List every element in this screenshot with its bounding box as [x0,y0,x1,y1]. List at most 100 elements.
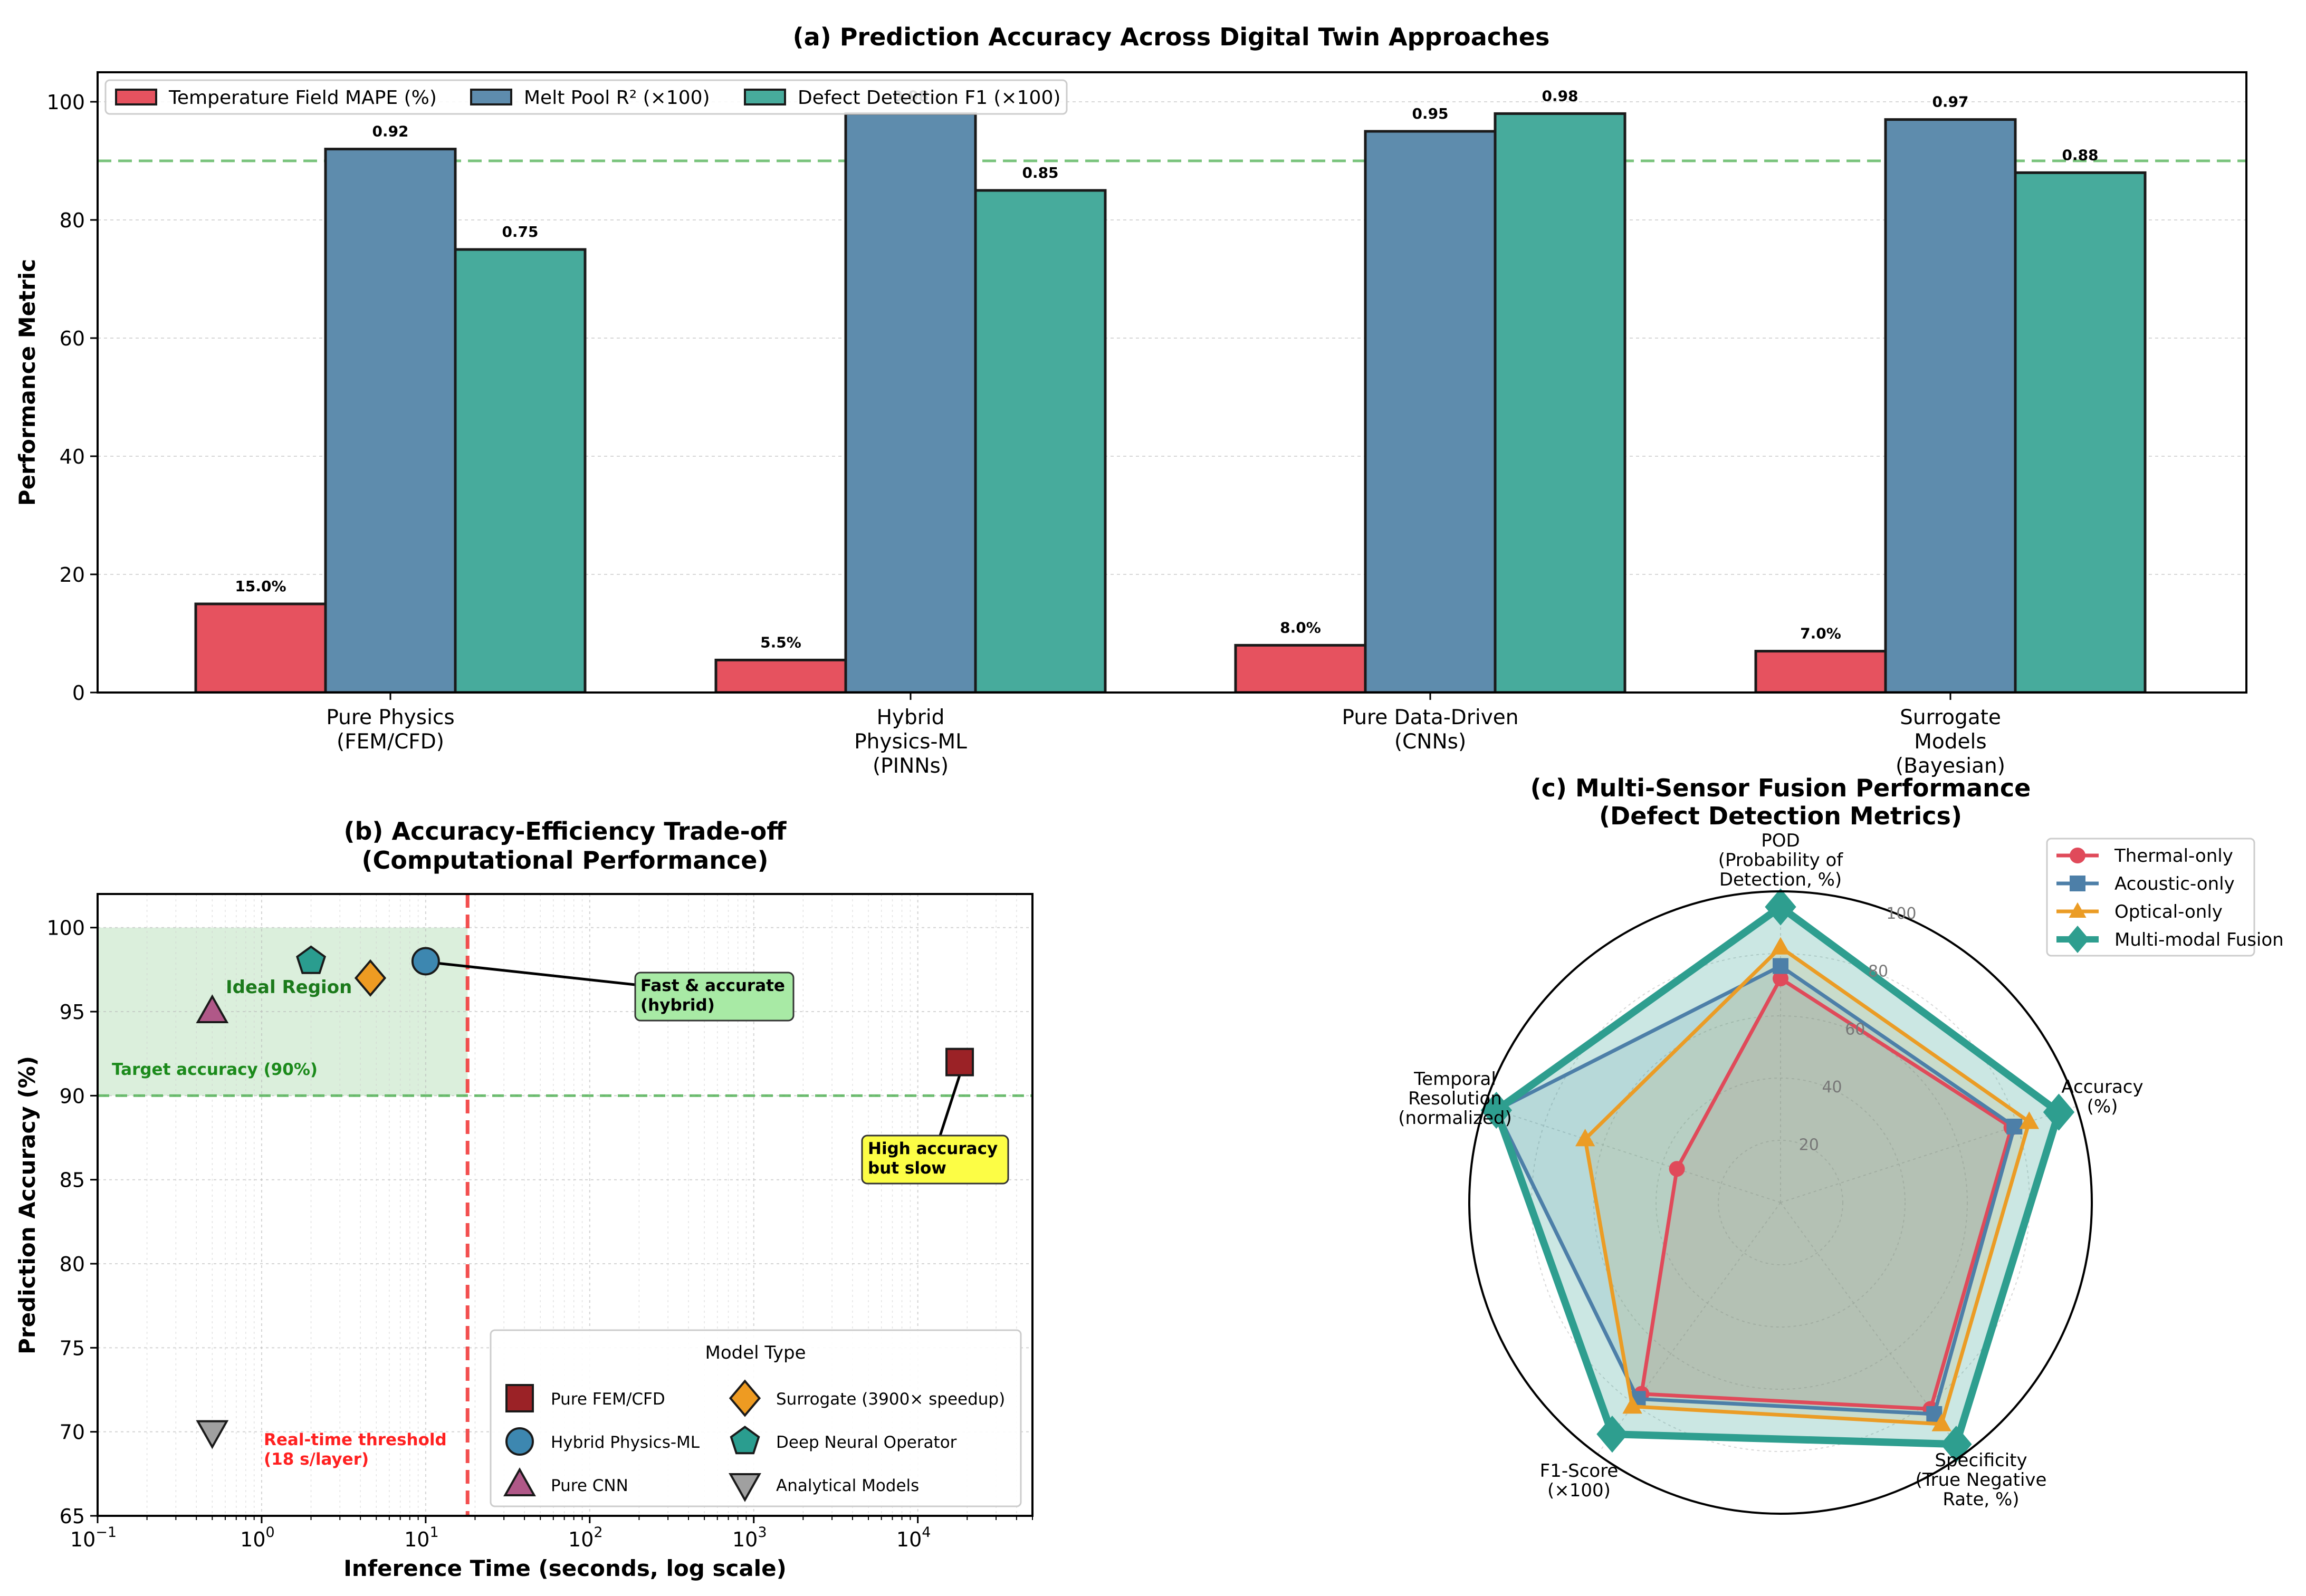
panel-c-axis-label: Resolution [1408,1088,1502,1109]
panel-a-bar [844,112,977,693]
panel-c-series-line [1494,964,2016,1416]
panel-c-axis-label: (×100) [1547,1480,1611,1501]
panel-b-y-tick-label: 95 [60,1001,85,1024]
panel-c-series-marker [1622,1396,1642,1414]
panel-b-reference-lines [98,894,1032,1516]
panel-b-annotation-box-fast [634,972,795,1022]
panel-b-axes-frame [97,893,1034,1517]
panel-c-radial-ticks: 20 40 60 80 100 [1799,905,1917,1154]
panel-a-bar [714,658,847,693]
panel-b-y-tick-label: 80 [60,1253,85,1276]
panel-c-series-marker [1773,970,1788,987]
panel-c-axis-label: Detection, %) [1719,869,1842,890]
panel-b-ideal-region-label: Ideal Region [226,977,352,998]
panel-c-series-marker [2019,1111,2040,1129]
panel-c-series-line [1639,976,2014,1411]
panel-b-x-tick-label: 100 [240,1524,275,1551]
panel-a-x-tick-label: (FEM/CFD) [337,730,444,754]
panel-c-radial-tick-label: 20 [1799,1136,1819,1154]
panel-a-bar-value-label: 8.0% [1280,619,1321,636]
panel-a-bar [454,248,587,693]
panel-c-series-marker [1669,1161,1685,1177]
panel-b-y-axis-label: Prediction Accuracy (%) [14,1056,40,1354]
panel-b-annotation-arrows [438,962,961,1136]
panel-b-x-tick-exponent: −1 [95,1524,117,1541]
panel-c-axis-label: (normalized) [1398,1108,1511,1129]
panel-a-y-tick-label: 20 [60,563,85,587]
panel-c-axis-label: (Probability of [1718,850,1844,871]
panel-c-legend-marker [2066,926,2089,953]
panel-b-annotation-arrow-fast [438,962,636,986]
panel-b-x-tick-label: 103 [732,1524,767,1551]
panel-c-series-marker [1931,1414,1951,1431]
panel-a-bar-value-label: 0.92 [372,123,408,140]
panel-c-axis-label: (True Negative [1916,1469,2047,1491]
panel-b-y-tick-label: 85 [60,1169,85,1192]
panel-a-y-axis-label: Performance Metric [14,259,40,506]
panel-c-series-line [1492,903,2063,1448]
panel-b-annotation-fast-line-1: Fast & accurate [640,976,785,995]
panel-a-bar [1364,130,1497,693]
panel-a-x-tick-label: Hybrid [877,706,945,729]
panel-b-y-tick-label: 75 [60,1337,85,1360]
panel-b-legend-marker [505,1427,534,1456]
panel-c-axis-label: Rate, %) [1943,1489,2019,1510]
panel-a-legend-swatch [470,89,512,105]
panel-c-series-marker [1596,1416,1628,1453]
panel-b-legend-box [490,1329,1022,1507]
panel-c-legend-box [2046,838,2255,957]
panel-a-x-tick-label: (PINNs) [873,754,949,778]
panel-b-annotation-slow-line-2: but slow [868,1159,946,1178]
panel-b-title-line-1: (b) Accuracy-Efficiency Trade-off [343,817,787,845]
panel-b-point [945,1047,974,1076]
panel-a-x-tick-label: Pure Data-Driven [1342,706,1518,729]
panel-b-legend-label: Hybrid Physics-ML [551,1433,700,1452]
panel-c-axis-label: Specificity [1935,1450,2027,1471]
panel-c-legend-label: Optical-only [2114,901,2223,922]
panel-b-legend-label: Pure FEM/CFD [551,1390,665,1409]
panel-b-point [196,994,229,1024]
panel-c-series-marker [1771,937,1791,955]
panel-a-bar-value-label: 7.0% [1800,625,1841,642]
panel-b-annotation-fast-line-2: (hybrid) [640,996,715,1015]
panel-b-legend-marker [729,1379,761,1417]
panel-a-x-tick-label: (Bayesian) [1896,754,2005,778]
panel-a-bar-value-label: 15.0% [235,578,286,595]
panel-c-legend-marker [2069,902,2087,918]
panel-b-annotation-box-slow [861,1134,1009,1185]
panel-a-bars [194,112,2147,693]
panel-b-x-tick-exponent: 2 [594,1524,602,1541]
panel-b-legend: Model Type Pure FEM/CFD Hybrid Physics-ML… [490,1329,1022,1507]
panel-a-bar [1234,643,1367,693]
panel-b-point [296,945,327,974]
panel-b-x-tick-label: 102 [568,1524,603,1551]
panel-a-y-tick-label: 100 [46,91,85,114]
panel-b-point [196,1420,229,1449]
panel-b-x-tick-base: 10 [240,1528,265,1551]
panel-a-axes-frame [97,71,2247,694]
panel-c-legend-marker [2070,848,2085,863]
panel-c-axis-label: Accuracy [2061,1076,2143,1098]
panel-a-x-tick-label: Surrogate [1900,706,2001,729]
panel-c-series [1480,888,2075,1463]
panel-b-point [411,947,440,976]
panel-b-x-tick-exponent: 3 [758,1524,767,1541]
panel-b-legend-marker [503,1467,536,1496]
panel-a-y-tick-label: 60 [60,327,85,350]
panel-a-bar-value-label: 0.88 [2062,146,2098,164]
panel-a-bar-value-label: 0.75 [502,223,538,241]
panel-c-series-fill [1496,966,2015,1414]
panel-b-x-axis-label: Inference Time (seconds, log scale) [343,1555,787,1581]
panel-b-legend-label: Analytical Models [776,1476,919,1495]
panel-b-x-tick-base: 10 [568,1528,594,1551]
panel-c-series-fill [1641,978,2012,1409]
panel-a-bar [1754,650,1887,693]
panel-a-x-tick-label: (CNNs) [1394,730,1466,754]
panel-c-legend-marker [2070,876,2085,891]
panel-b-legend-marker [730,1426,760,1455]
panel-c-title-line-1: (c) Multi-Sensor Fusion Performance [1530,774,2031,802]
panel-b-annotation-slow-line-1: High accuracy [868,1139,998,1158]
